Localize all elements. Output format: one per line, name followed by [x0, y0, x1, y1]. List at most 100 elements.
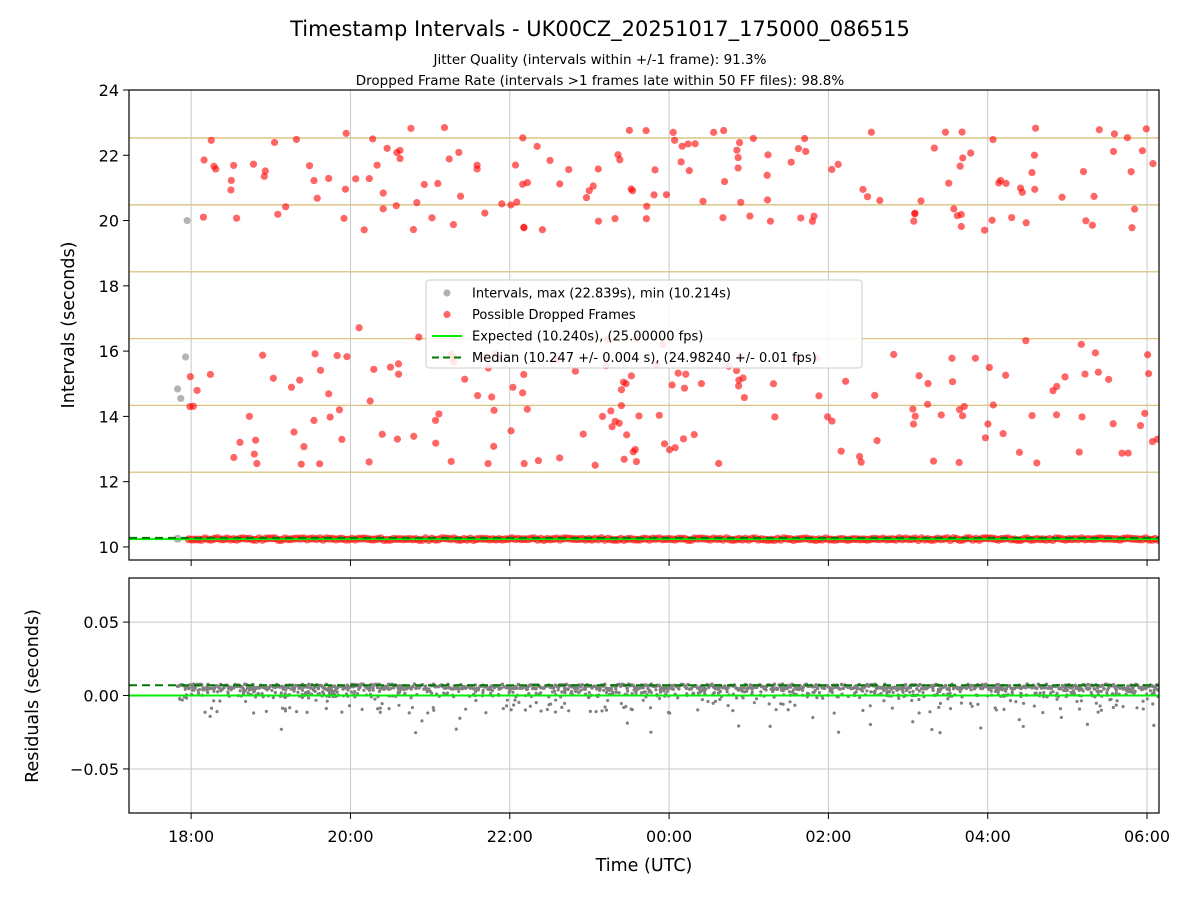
residual-point [617, 691, 621, 695]
residual-point [868, 722, 873, 727]
residual-point [873, 691, 877, 695]
dropped-frame-point [490, 406, 498, 414]
dropped-frame-point [571, 367, 579, 375]
residual-point [908, 690, 912, 694]
residual-point [911, 720, 915, 724]
dropped-frame-point [259, 351, 267, 359]
residual-point [713, 699, 718, 704]
residual-point [178, 697, 182, 701]
dropped-frame-point [867, 128, 875, 136]
dropped-frame-point [1118, 449, 1126, 457]
dropped-frame-point [533, 142, 541, 150]
chart-title: Timestamp Intervals - UK00CZ_20251017_17… [289, 17, 910, 42]
residual-point [573, 689, 578, 693]
dropped-frame-point [679, 435, 688, 443]
dropped-frame-point [967, 149, 975, 157]
dropped-frame-point [396, 146, 404, 155]
dropped-frame-point [431, 416, 440, 424]
residual-point [958, 689, 962, 694]
residual-point [606, 698, 610, 703]
chart-subtitle-dropped: Dropped Frame Rate (intervals >1 frames … [356, 73, 845, 89]
dropped-frame-point [631, 445, 639, 454]
residual-point [271, 695, 275, 700]
dropped-frame-point [435, 410, 443, 418]
residual-point [279, 727, 283, 731]
dropped-frame-point [585, 187, 593, 195]
dropped-frame-point [956, 162, 964, 170]
residual-point [755, 697, 759, 701]
dropped-frame-point [674, 369, 682, 377]
dropped-frame-point [297, 460, 305, 468]
residual-point [970, 684, 975, 688]
residual-point [865, 689, 869, 693]
dropped-frame-point [589, 182, 597, 190]
dropped-frame-point [643, 202, 651, 210]
residual-point [775, 687, 779, 692]
dropped-frame-point [396, 154, 404, 163]
dropped-frame-point [890, 350, 898, 359]
legend-marker [443, 310, 451, 319]
residual-point [371, 688, 375, 692]
residual-point [375, 685, 380, 690]
dropped-frame-point [338, 435, 346, 443]
residual-point [566, 687, 570, 692]
residual-point [1042, 685, 1047, 690]
residual-point [812, 690, 816, 694]
dropped-frame-point [720, 177, 729, 186]
dropped-frame-point [523, 405, 531, 413]
residual-point [296, 690, 300, 694]
dropped-frame-point [1141, 409, 1149, 417]
top-y-tick-label: 14 [99, 407, 119, 426]
dropped-frame-point [937, 411, 945, 419]
dropped-frame-point [420, 180, 428, 189]
residual-point [362, 688, 366, 692]
residual-point [734, 696, 739, 700]
residual-point [1102, 687, 1106, 691]
dropped-frame-point [763, 196, 772, 204]
dropped-frame-point [958, 412, 967, 420]
dropped-frame-point [627, 372, 635, 380]
residual-point [307, 690, 311, 694]
residual-point [1085, 722, 1090, 726]
residual-point [839, 682, 844, 687]
dropped-frame-point [1053, 382, 1061, 391]
dropped-frame-point [837, 447, 845, 455]
residual-point [504, 704, 509, 708]
residual-point [748, 683, 753, 687]
residual-point [1099, 689, 1103, 693]
dropped-frame-point [958, 128, 966, 136]
dropped-frame-point [1082, 217, 1090, 225]
residual-point [587, 690, 591, 695]
residual-point [243, 689, 248, 693]
dropped-frame-point [310, 416, 318, 425]
dropped-frame-point [685, 167, 693, 175]
residual-point [560, 690, 564, 694]
residual-point [196, 691, 201, 695]
residual-point [1038, 691, 1042, 695]
dropped-frame-point [863, 193, 872, 201]
dropped-frame-point [440, 123, 449, 132]
dropped-frame-point [310, 176, 318, 185]
residual-point [1063, 686, 1068, 690]
top-axes-frame [128, 89, 1160, 561]
x-tick-label: 20:00 [327, 827, 373, 846]
dropped-frame-point [873, 437, 881, 445]
residual-point [308, 686, 313, 690]
interval-point [173, 385, 182, 393]
residual-point [306, 682, 311, 687]
dropped-frame-point [989, 135, 997, 144]
dropped-frame-point [959, 154, 967, 162]
dropped-frame-point [985, 363, 993, 372]
residual-point [830, 689, 834, 693]
residual-point [460, 687, 464, 691]
residual-point [1099, 708, 1103, 712]
dropped-frame-point [193, 386, 201, 395]
residual-point [539, 709, 543, 713]
residual-point [921, 690, 925, 695]
residual-point [1152, 691, 1156, 695]
residual-point [481, 688, 485, 692]
dropped-frame-point [655, 411, 663, 419]
residual-point [314, 698, 318, 702]
dropped-frame-point [910, 217, 918, 225]
residual-point [779, 702, 783, 706]
